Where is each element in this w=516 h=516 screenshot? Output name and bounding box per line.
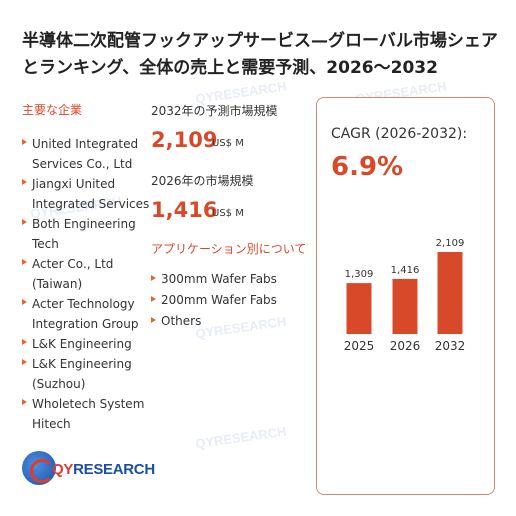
bar-chart: 1,309 2025 1,416 2026 2,109 2032 xyxy=(344,238,466,353)
bar-2032 xyxy=(437,252,463,334)
company-item: Both Engineering Tech xyxy=(22,214,150,254)
logo-text-qy: QY xyxy=(52,461,74,478)
applications-list: 300mm Wafer Fabs 200mm Wafer Fabs Others xyxy=(151,269,277,332)
forecast-2032-label: 2032年の予測市場規模 xyxy=(151,104,278,118)
bar-category-label: 2026 xyxy=(390,339,421,353)
logo-globe-icon xyxy=(22,451,56,485)
company-item: Wholetech System Hitech xyxy=(22,394,150,434)
page-title: 半導体二次配管フックアップサービス—グローバル市場シェアとランキング、全体の売上… xyxy=(22,31,498,78)
company-item: Acter Technology Integration Group xyxy=(22,294,150,334)
company-item: Acter Co., Ltd (Taiwan) xyxy=(22,254,150,294)
market-2026-unit: US$ M xyxy=(212,208,244,219)
watermark: QYRESEARCH xyxy=(194,423,288,452)
application-item: 200mm Wafer Fabs xyxy=(151,290,277,311)
companies-list: United Integrated Services Co., Ltd Jian… xyxy=(22,134,150,434)
market-2026-value: 1,416 xyxy=(151,198,218,222)
logo-text-research: RESEARCH xyxy=(73,461,155,478)
market-2026-label: 2026年の市場規模 xyxy=(151,174,254,188)
qyresearch-logo: QYRESEARCH xyxy=(22,447,155,493)
company-item: L&K Engineering (Suzhou) xyxy=(22,354,150,394)
company-item: Jiangxi United Integrated Services xyxy=(22,174,150,214)
cagr-value: 6.9% xyxy=(331,152,404,182)
application-item: Others xyxy=(151,311,277,332)
forecast-2032-value: 2,109 xyxy=(151,128,218,152)
company-item: United Integrated Services Co., Ltd xyxy=(22,134,150,174)
cagr-label: CAGR (2026-2032): xyxy=(331,126,468,142)
logo-text: QYRESEARCH xyxy=(52,461,155,478)
bar-value-label: 2,109 xyxy=(436,238,465,249)
bar-value-label: 1,416 xyxy=(391,265,420,276)
companies-heading: 主要な企業 xyxy=(22,103,83,117)
bar-category-label: 2032 xyxy=(435,339,466,353)
bar-value-label: 1,309 xyxy=(345,269,374,280)
application-item: 300mm Wafer Fabs xyxy=(151,269,277,290)
bar-2025 xyxy=(346,283,372,334)
bar-category-label: 2025 xyxy=(344,339,375,353)
company-item: L&K Engineering xyxy=(22,334,150,354)
bar-2026 xyxy=(392,278,418,334)
cagr-panel: CAGR (2026-2032): 6.9% 1,309 2025 1,416 202… xyxy=(316,97,495,495)
applications-heading: アプリケーション別について xyxy=(151,242,307,256)
forecast-2032-unit: US$ M xyxy=(212,138,244,149)
